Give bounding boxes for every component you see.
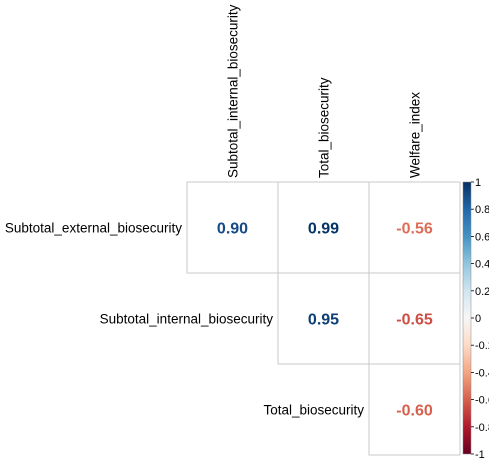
colorbar-tick-label: 0.4	[475, 259, 489, 271]
cells-layer: 0.90 0.99 -0.56 0.95 -0.65 -0.60	[186, 181, 461, 456]
column-label: Subtotal_internal_biosecurity	[226, 4, 241, 178]
cell-value-label: 0.95	[308, 312, 339, 329]
colorbar-tick-label: -0.6	[475, 395, 489, 407]
cell-value-label: 0.99	[308, 221, 339, 238]
column-label: Total_biosecurity	[317, 77, 332, 178]
column-label: Welfare_index	[408, 92, 423, 178]
colorbar-tick-label: 1	[475, 177, 481, 189]
colorbar-tick-label: -0.8	[475, 422, 489, 434]
matrix-cell	[368, 181, 461, 274]
colorbar-tick-label: 0.6	[475, 231, 489, 243]
cell-value-label: 0.90	[217, 221, 248, 238]
cell-value-label: -0.56	[396, 221, 433, 238]
colorbar-tick-label: -0.4	[475, 367, 489, 379]
row-label: Subtotal_external_biosecurity	[5, 221, 182, 236]
matrix-cell	[368, 272, 461, 365]
cell-value-label: -0.60	[396, 403, 433, 420]
colorbar-tick-label: 0.2	[475, 286, 489, 298]
colorbar-gradient	[462, 181, 472, 455]
colorbar-tick-label: 0	[475, 313, 481, 325]
colorbar-tick-label: -1	[475, 449, 485, 459]
cell-value-label: -0.65	[396, 312, 433, 329]
colorbar-tick-label: 0.8	[475, 204, 489, 216]
labels-layer: Subtotal_external_biosecurity Subtotal_in…	[5, 4, 423, 417]
matrix-cell	[186, 181, 279, 274]
row-label: Total_biosecurity	[263, 403, 364, 418]
row-label: Subtotal_internal_biosecurity	[100, 312, 274, 327]
colorbar: 1 0.8 0.6 0.4 0.2 0 -0.2 -0.4 -0.6 -0.8 -1	[462, 177, 489, 459]
matrix-cell	[277, 272, 370, 365]
colorbar-tick-label: -0.2	[475, 340, 489, 352]
matrix-cell	[368, 363, 461, 456]
